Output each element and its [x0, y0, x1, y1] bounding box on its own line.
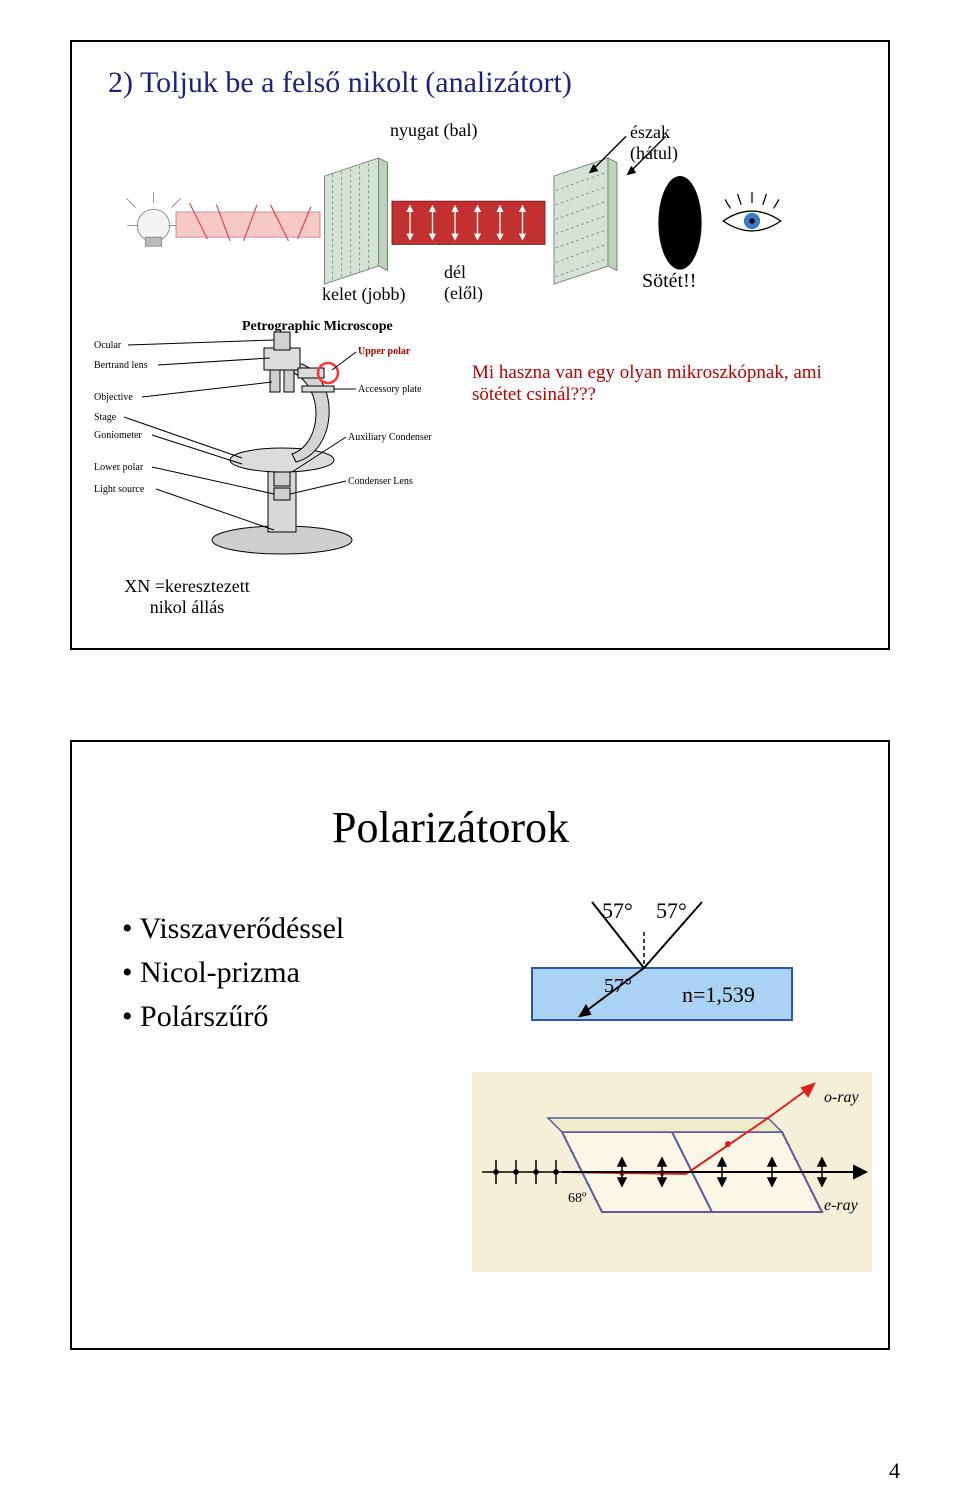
xn-label-line2: nikol állás	[102, 597, 272, 618]
slide-1: 2) Toljuk be a felső nikolt (analizátort…	[70, 40, 890, 650]
label-kelet: kelet (jobb)	[322, 284, 405, 305]
label-del: dél (elől)	[444, 262, 483, 304]
svg-text:Accessory plate: Accessory plate	[358, 384, 422, 395]
svg-text:Lower polar: Lower polar	[94, 462, 144, 473]
svg-text:Light source: Light source	[94, 484, 145, 495]
svg-text:Objective: Objective	[94, 392, 133, 403]
label-nyugat: nyugat (bal)	[390, 120, 477, 141]
slide-2-figures: 57° 57° 57° n=1,539 68º	[472, 892, 872, 1242]
prism-angle-label: 68º	[568, 1191, 587, 1206]
refractive-index: n=1,539	[682, 982, 755, 1007]
svg-text:Condenser Lens: Condenser Lens	[348, 476, 413, 487]
svg-text:Bertrand lens: Bertrand lens	[94, 360, 148, 371]
bullet-nicol-prism: Nicol-prizma	[122, 956, 344, 990]
angle-57-right: 57°	[656, 898, 687, 923]
optical-diagram: nyugat (bal) észak (hátul) dél (elől) ke…	[82, 122, 878, 302]
xn-label-line1: XN =keresztezett	[102, 576, 272, 597]
angle-57-left: 57°	[602, 898, 633, 923]
slide-2: Polarizátorok Visszaverődéssel Nicol-pri…	[70, 740, 890, 1350]
analyzer-plate	[554, 158, 617, 284]
microscope-figure: Petrographic Microscope	[92, 312, 452, 572]
svg-text:Ocular: Ocular	[94, 340, 122, 351]
slide-2-bullets: Visszaverődéssel Nicol-prizma Polárszűrő	[122, 912, 344, 1044]
bullet-polarizing-filter: Polárszűrő	[122, 1000, 344, 1034]
e-ray-label: e-ray	[824, 1197, 859, 1214]
bullet-reflection: Visszaverődéssel	[122, 912, 344, 946]
angle-57-inside: 57°	[604, 975, 632, 997]
label-sotet: Sötét!!	[642, 270, 696, 293]
microscope-title: Petrographic Microscope	[242, 319, 393, 334]
svg-text:Auxiliary Condenser: Auxiliary Condenser	[348, 432, 432, 443]
eye-icon	[723, 192, 781, 231]
page-number: 4	[889, 1458, 900, 1484]
red-question-line1: Mi haszna van egy olyan mikroszkópnak, a…	[472, 362, 822, 384]
label-eszak: észak (hátul)	[630, 122, 678, 164]
slide-2-title: Polarizátorok	[332, 802, 569, 853]
svg-text:Stage: Stage	[94, 412, 117, 423]
o-ray-label: o-ray	[824, 1089, 860, 1106]
xn-label: XN =keresztezett nikol állás	[102, 576, 272, 618]
red-question: Mi haszna van egy olyan mikroszkópnak, a…	[472, 362, 822, 406]
svg-text:Upper polar: Upper polar	[358, 346, 411, 357]
unpolarised-light-icon	[176, 203, 320, 241]
slide-1-title: 2) Toljuk be a felső nikolt (analizátort…	[108, 66, 572, 100]
red-question-line2: sötétet csinál???	[472, 384, 822, 406]
dark-field-icon	[658, 176, 701, 270]
polarizer-plate-1	[325, 158, 388, 284]
svg-text:Goniometer: Goniometer	[94, 430, 142, 441]
light-source-icon	[127, 192, 181, 246]
polarised-light-block	[392, 201, 545, 244]
